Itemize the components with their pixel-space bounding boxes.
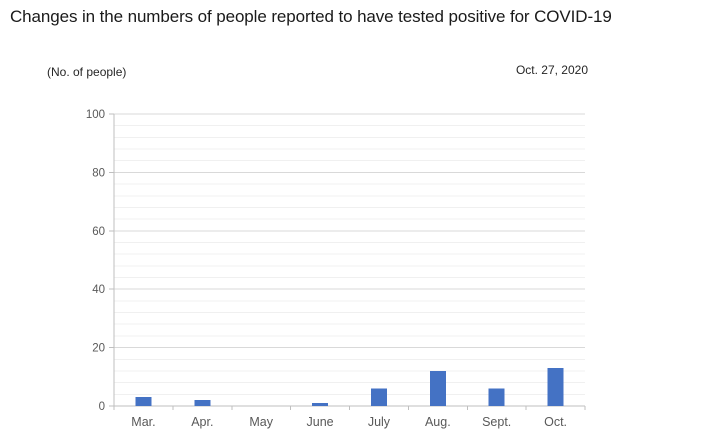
- y-tick-label: 20: [92, 343, 105, 355]
- y-tick-label: 40: [92, 284, 105, 296]
- bar: [135, 397, 152, 406]
- bar: [488, 388, 505, 406]
- bar: [547, 368, 564, 406]
- bar: [312, 403, 329, 406]
- bar: [194, 400, 211, 406]
- x-tick-label: May: [249, 415, 273, 429]
- x-tick-label: July: [368, 415, 391, 429]
- x-tick-label: Mar.: [131, 415, 155, 429]
- x-tick-label: June: [307, 415, 334, 429]
- x-tick-label: Oct.: [544, 415, 567, 429]
- y-axis-units-label: (No. of people): [47, 65, 127, 79]
- x-tick-label: Aug.: [425, 415, 451, 429]
- y-tick-label: 80: [92, 167, 105, 179]
- bar: [429, 370, 446, 406]
- y-tick-label: 0: [99, 401, 105, 413]
- y-tick-label: 100: [86, 109, 105, 121]
- y-tick-label: 60: [92, 226, 105, 238]
- chart-date-label: Oct. 27, 2020: [515, 63, 588, 77]
- x-tick-label: Sept.: [482, 415, 511, 429]
- bar: [370, 388, 387, 406]
- x-tick-label: Apr.: [191, 415, 213, 429]
- chart-title: Changes in the numbers of people reporte…: [10, 7, 612, 26]
